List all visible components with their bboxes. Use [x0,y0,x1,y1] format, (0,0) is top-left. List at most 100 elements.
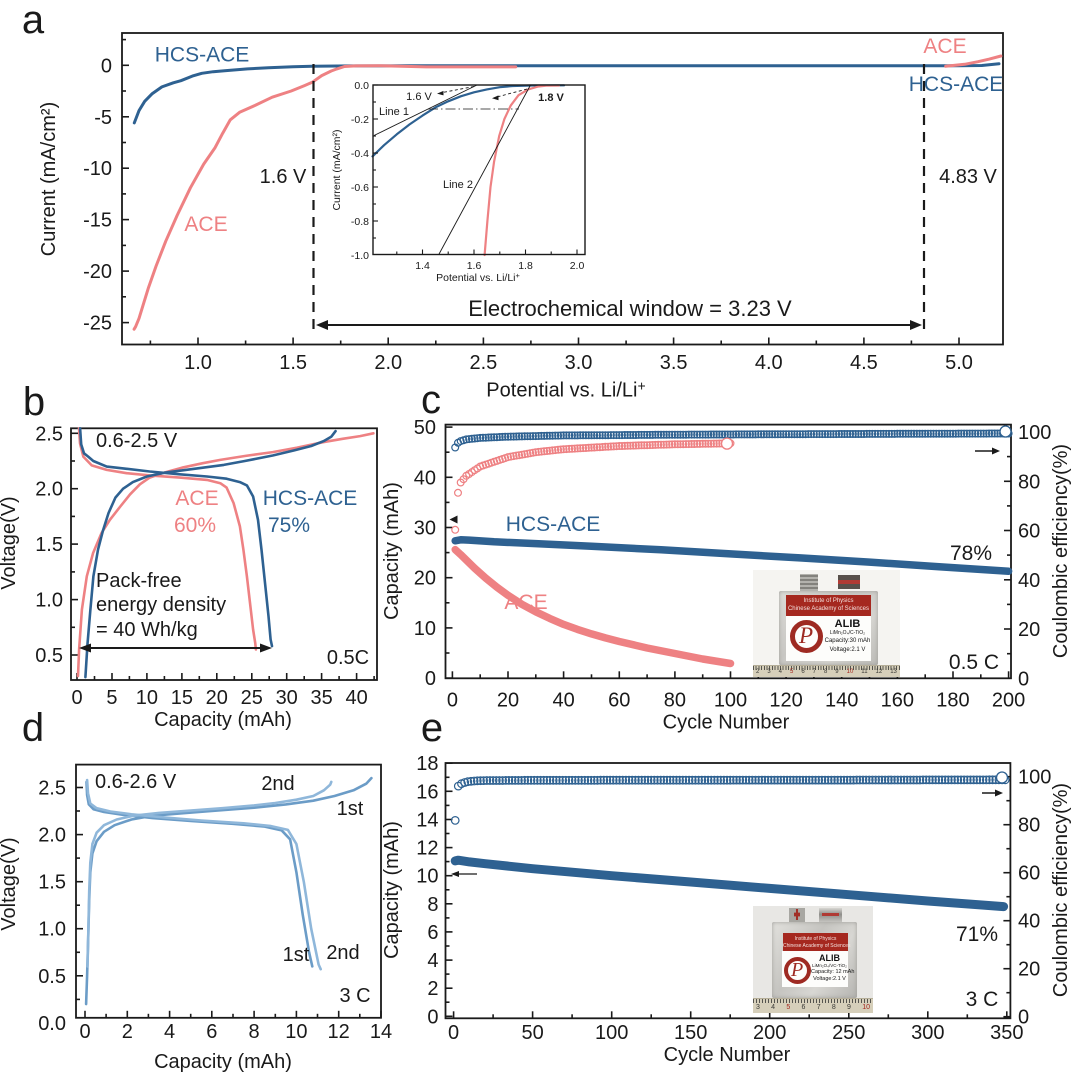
svg-text:1.5: 1.5 [279,352,307,374]
svg-text:0.6-2.6 V: 0.6-2.6 V [95,771,177,793]
svg-text:180: 180 [936,690,969,712]
svg-text:35: 35 [311,687,333,709]
svg-text:0.5: 0.5 [35,645,63,667]
svg-text:-15: -15 [83,210,112,232]
svg-text:75%: 75% [268,514,310,537]
svg-text:60: 60 [1018,521,1040,543]
svg-text:100: 100 [1018,422,1051,444]
svg-text:50: 50 [414,417,436,439]
svg-text:-20: -20 [83,261,112,283]
svg-text:1.0: 1.0 [184,352,212,374]
svg-text:2.5: 2.5 [35,423,63,445]
svg-text:HCS-ACE: HCS-ACE [263,487,358,510]
svg-text:-5: -5 [94,107,112,129]
svg-text:2nd: 2nd [326,942,359,964]
svg-text:30: 30 [414,518,436,540]
svg-text:40: 40 [345,687,367,709]
svg-text:20: 20 [1018,959,1040,981]
svg-text:350: 350 [990,1022,1023,1044]
svg-text:-0.8: -0.8 [351,216,369,228]
svg-text:150: 150 [674,1022,707,1044]
svg-text:Voltage(V): Voltage(V) [0,496,20,589]
svg-text:2nd: 2nd [261,773,294,795]
svg-text:100: 100 [714,690,747,712]
svg-text:200: 200 [753,1022,786,1044]
svg-text:0: 0 [425,668,436,690]
svg-text:-0.2: -0.2 [351,114,369,126]
svg-text:ACE: ACE [184,213,227,236]
svg-text:0.5 C: 0.5 C [949,651,999,674]
svg-text:Cycle Number: Cycle Number [664,1044,791,1066]
svg-text:1.6 V: 1.6 V [406,91,432,103]
svg-text:Current (mA/cm²): Current (mA/cm²) [38,102,60,256]
svg-text:20: 20 [414,568,436,590]
svg-text:2.0: 2.0 [35,479,63,501]
svg-text:20: 20 [1018,619,1040,641]
svg-text:1.0: 1.0 [38,919,66,941]
svg-text:80: 80 [664,690,686,712]
svg-text:20: 20 [497,690,519,712]
svg-text:1.0: 1.0 [35,590,63,612]
svg-text:80: 80 [1018,815,1040,837]
svg-text:Capacity (mAh): Capacity (mAh) [381,482,403,620]
svg-text:2.0: 2.0 [38,825,66,847]
svg-text:15: 15 [171,687,193,709]
svg-text:-10: -10 [83,158,112,180]
svg-text:71%: 71% [956,923,998,946]
svg-text:Cycle Number: Cycle Number [663,712,790,734]
svg-text:0: 0 [71,687,82,709]
svg-text:80: 80 [1018,471,1040,493]
svg-text:0: 0 [427,1006,438,1028]
svg-text:2.0: 2.0 [374,352,402,374]
svg-text:60: 60 [608,690,630,712]
svg-text:HCS-ACE: HCS-ACE [155,44,250,67]
svg-text:1.4: 1.4 [415,260,430,272]
svg-text:40: 40 [553,690,575,712]
svg-text:Line 2: Line 2 [443,179,473,191]
svg-text:0: 0 [1018,1007,1029,1029]
svg-text:0: 0 [101,55,112,77]
svg-text:1.6 V: 1.6 V [260,166,307,188]
svg-text:1.5: 1.5 [38,872,66,894]
svg-text:Coulombic efficiency(%): Coulombic efficiency(%) [1050,783,1072,997]
svg-text:Voltage(V): Voltage(V) [0,837,20,930]
svg-text:0.5: 0.5 [38,966,66,988]
svg-text:0.5C: 0.5C [327,647,369,669]
svg-text:-1.0: -1.0 [351,250,369,262]
svg-text:0: 0 [1018,668,1029,690]
svg-text:120: 120 [769,690,802,712]
svg-text:c: c [421,378,441,422]
svg-text:18: 18 [416,753,438,775]
svg-text:ACE: ACE [504,591,547,614]
svg-text:2.0: 2.0 [570,260,585,272]
svg-text:3.0: 3.0 [565,352,593,374]
svg-text:30: 30 [276,687,298,709]
svg-text:4.83 V: 4.83 V [939,166,997,188]
svg-text:0: 0 [79,1021,90,1043]
svg-text:14: 14 [416,809,438,831]
svg-text:0.0: 0.0 [354,80,369,92]
svg-text:6: 6 [206,1021,217,1043]
svg-text:40: 40 [414,467,436,489]
svg-text:1.8 V: 1.8 V [538,92,564,104]
svg-text:10: 10 [136,687,158,709]
svg-text:6: 6 [427,922,438,944]
svg-text:4: 4 [164,1021,175,1043]
svg-text:Potential vs. Li/Li+: Potential vs. Li/Li+ [436,271,520,284]
svg-text:4.0: 4.0 [755,352,783,374]
svg-text:0: 0 [448,1022,459,1044]
svg-text:5.0: 5.0 [945,352,973,374]
svg-text:2.5: 2.5 [469,352,497,374]
svg-text:20: 20 [206,687,228,709]
svg-text:1st: 1st [337,798,364,820]
svg-text:Potential vs. Li/Li+: Potential vs. Li/Li+ [486,378,645,402]
svg-text:40: 40 [1018,570,1040,592]
svg-text:Pack-free: Pack-free [96,570,182,592]
svg-text:40: 40 [1018,911,1040,933]
svg-text:10: 10 [416,866,438,888]
svg-text:HCS-ACE: HCS-ACE [909,73,1004,96]
svg-text:3 C: 3 C [339,985,370,1007]
svg-text:160: 160 [881,690,914,712]
svg-text:60: 60 [1018,863,1040,885]
svg-text:1.8: 1.8 [518,260,533,272]
